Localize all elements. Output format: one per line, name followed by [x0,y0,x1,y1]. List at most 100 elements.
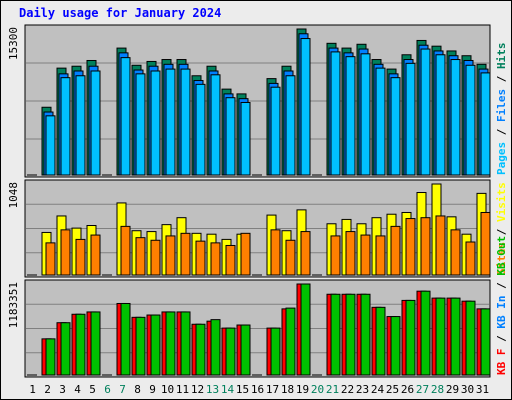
day-label: 25 [386,383,399,396]
day-label: 17 [266,383,279,396]
bar-kb-out [240,324,251,376]
bar-pages [330,51,341,176]
panel-max-label: 1183351 [7,282,20,328]
bar-kb-out [45,338,56,376]
bar-pages [390,77,401,176]
day-label: 11 [176,383,189,396]
day-label: 14 [221,383,235,396]
bar-kb-out [150,314,161,376]
panel-legend: KB F / KB In / KB Out [495,236,508,375]
legend-entry: / [495,329,508,349]
panel-max-label: 1048 [7,182,20,209]
legend-entry: KB In [495,296,508,329]
bar-sites [360,234,371,276]
bar-pages [360,53,371,176]
bar-pages [180,68,191,176]
bar-kb-out [180,311,191,376]
bar-sites [180,232,191,276]
bar-kb-out [300,283,311,376]
legend-entry: KB Out [495,236,508,276]
day-label: 30 [461,383,474,396]
bar-sites [420,217,431,276]
bar-pages [60,77,71,176]
bar-sites [465,241,476,276]
bar-kb-out [195,323,206,376]
legend-entry: / [495,69,508,89]
bar-pages [90,70,101,176]
day-label: 20 [311,383,324,396]
bar-kb-out [120,302,131,376]
bar-kb-out [270,327,281,376]
bar-pages [45,115,56,176]
bar-pages [150,70,161,176]
bar-sites [435,215,446,276]
day-label: 5 [89,383,96,396]
bar-kb-out [90,311,101,376]
legend-entry: / [495,122,508,142]
day-label: 2 [44,383,51,396]
bar-pages [120,57,131,176]
bar-pages [285,75,296,176]
day-label: 24 [371,383,385,396]
bar-pages [405,62,416,176]
bar-kb-out [75,313,86,376]
legend-entry: Pages [495,142,508,175]
day-label: 4 [74,383,81,396]
bar-sites [330,235,341,276]
day-label: 13 [206,383,219,396]
bar-kb-out [285,307,296,376]
day-label: 6 [104,383,111,396]
bar-sites [90,234,101,276]
day-label: 23 [356,383,369,396]
bar-pages [345,56,356,176]
day-label: 29 [446,383,459,396]
bar-pages [195,83,206,176]
day-label: 19 [296,383,309,396]
day-label: 15 [236,383,249,396]
day-label: 10 [161,383,174,396]
bar-kb-out [375,306,386,376]
bar-kb-out [420,290,431,376]
bar-pages [480,72,491,176]
legend-entry: KB F [495,349,508,376]
bar-kb-out [435,297,446,376]
bar-sites [390,225,401,276]
bar-kb-out [210,319,221,376]
bar-sites [345,231,356,276]
bar-pages [465,64,476,176]
bar-sites [150,239,161,276]
bar-sites [195,240,206,276]
bar-kb-out [330,293,341,376]
bar-sites [480,211,491,276]
bar-kb-out [165,311,176,376]
panel-max-label: 15300 [7,27,20,60]
bar-kb-out [360,293,371,376]
day-label: 3 [59,383,66,396]
bar-pages [300,38,311,176]
bar-pages [240,101,251,176]
legend-entry: Visits [495,182,508,222]
bar-pages [375,67,386,176]
legend-entry: Sites [495,242,508,275]
legend-entry: Hits [495,43,508,70]
bar-pages [435,54,446,176]
chart-title: Daily usage for January 2024 [19,6,222,20]
bar-sites [375,235,386,276]
day-label: 26 [401,383,414,396]
bar-pages [225,97,236,176]
legend-entry: / [495,222,508,242]
bar-kb-out [225,327,236,376]
bar-pages [210,74,221,176]
bar-sites [405,218,416,276]
bar-sites [285,239,296,276]
bar-pages [270,86,281,176]
bar-sites [75,238,86,276]
day-label: 7 [119,383,126,396]
day-label: 18 [281,383,294,396]
day-label: 8 [134,383,141,396]
bar-kb-out [405,299,416,376]
bar-sites [270,229,281,276]
bar-pages [450,59,461,176]
day-label: 16 [251,383,264,396]
